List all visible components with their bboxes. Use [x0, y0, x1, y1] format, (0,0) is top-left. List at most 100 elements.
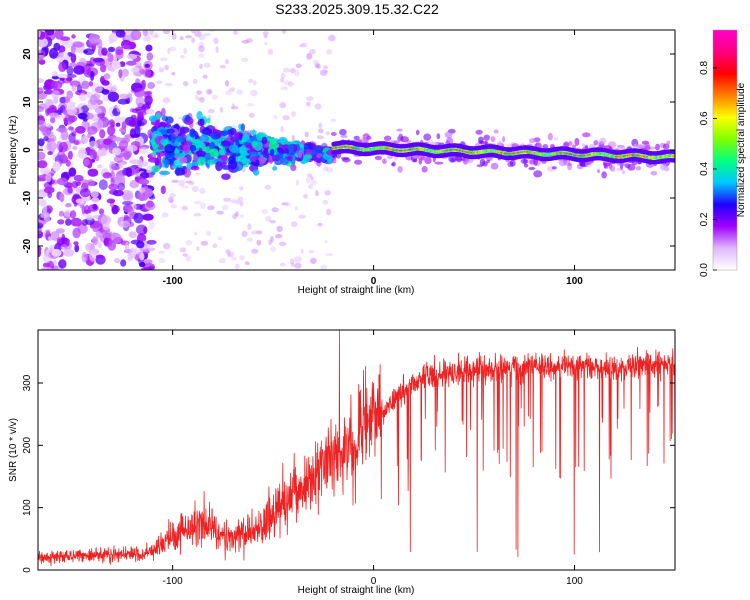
spectrogram-cell [50, 116, 56, 124]
spectrogram-cell [135, 96, 145, 107]
spectrogram-cell [38, 106, 44, 113]
spectrogram-cell [92, 236, 99, 246]
colorbar-tick-label: 0.8 [699, 61, 710, 75]
spectrogram-cell [148, 265, 155, 270]
spectrogram-cell [446, 137, 454, 145]
spectrogram-cell [221, 173, 231, 180]
spectrogram-cell [133, 212, 144, 224]
spectrogram-cell [436, 133, 441, 140]
spectrogram-cell [189, 144, 197, 152]
spectrogram-cell [269, 219, 277, 224]
spectrogram-cell [77, 223, 88, 234]
spectrogram-cell [72, 41, 85, 48]
spectrogram-cell [554, 137, 558, 141]
spectrogram-cell [81, 251, 88, 263]
spectrogram-cell [200, 240, 209, 246]
spectrogram-cell [475, 129, 483, 135]
spectrogram-cell [130, 66, 140, 73]
spectrogram-cell [330, 118, 336, 123]
spectrogram-cell [239, 186, 244, 191]
spectrogram-cell [130, 239, 142, 245]
spectrogram-cell [39, 166, 51, 175]
spectrogram-cell [118, 162, 124, 169]
spectrogram-cell [101, 80, 110, 86]
spectrogram-y-axis-label: Frequency (Hz) [8, 116, 19, 185]
spectrogram-cell [70, 210, 77, 219]
spectrogram-cell [305, 177, 310, 184]
spectrogram-cell [85, 112, 94, 120]
spectrogram-cell [195, 171, 201, 176]
colorbar-tick-label: 0.2 [699, 212, 710, 226]
spectrogram-cell [295, 63, 302, 69]
spectrogram-cell [250, 230, 259, 235]
spectrogram-cell [190, 165, 200, 171]
spectrogram-cell [43, 252, 51, 264]
spectrogram-cell [248, 78, 254, 84]
spectrogram-cell [248, 112, 255, 118]
spectrogram-cell [225, 59, 229, 65]
spectrogram-cell [69, 62, 77, 67]
spectrogram-cell [103, 73, 111, 80]
spectrogram-cell [51, 71, 58, 77]
spectrogram-cell [509, 159, 516, 167]
spectrogram-cell [183, 168, 191, 178]
spectrogram-cell [90, 190, 99, 198]
spectrogram-cell [298, 150, 303, 159]
spectrogram-cell [125, 97, 131, 105]
spectrogram-cell [185, 114, 191, 122]
spectrogram-cell [599, 137, 607, 145]
spectrogram-cell [166, 128, 175, 134]
spectrogram-cell [262, 31, 269, 36]
spectrogram-cell [100, 147, 107, 157]
spectrogram-cell [225, 90, 232, 96]
spectrogram-cell [81, 135, 89, 144]
spectrogram-cell [627, 163, 636, 171]
spectrogram-y-tick-label: 10 [22, 96, 33, 108]
spectrogram-cell [199, 134, 210, 143]
spectrogram-cell [83, 158, 90, 166]
spectrogram-cell [107, 91, 119, 103]
spectrogram-cell [230, 199, 238, 204]
spectrogram-cell [38, 248, 42, 258]
spectrogram-cell [253, 141, 263, 151]
spectrogram-cell [288, 143, 295, 153]
spectrogram-cell [256, 132, 264, 142]
spectrogram-cell [326, 49, 333, 55]
spectrogram-cell [77, 149, 88, 159]
spectrogram-cell [310, 176, 314, 181]
spectrogram-cell [318, 128, 324, 134]
spectrogram-cell [38, 151, 46, 160]
spectrogram-cell [57, 73, 68, 79]
spectrogram-cell [162, 97, 171, 104]
spectrogram-cell [423, 133, 432, 141]
spectrogram-cell [107, 125, 116, 136]
spectrogram-cell [68, 132, 76, 144]
spectrogram-cell [52, 161, 61, 172]
spectrogram-cell [672, 149, 675, 154]
spectrogram-cell [90, 70, 95, 82]
spectrogram-cell [66, 65, 74, 76]
spectrogram-cell [149, 30, 155, 36]
spectrogram-cell [270, 246, 277, 252]
spectrogram-cell [137, 120, 142, 127]
spectrogram-cell [103, 237, 109, 246]
spectrogram-cell [291, 111, 296, 117]
spectrogram-cell [287, 155, 293, 162]
spectrogram-cell [250, 89, 258, 97]
spectrogram-cell [100, 64, 107, 73]
spectrogram-cell [53, 42, 61, 51]
spectrogram-cell [87, 168, 99, 177]
spectrogram-cell [331, 157, 337, 164]
spectrogram-cell [251, 248, 259, 254]
spectrogram-cell [232, 213, 238, 220]
spectrogram-cell [45, 229, 51, 235]
spectrogram-cell [123, 214, 129, 220]
spectrogram-cell [150, 171, 156, 176]
spectrogram-cell [279, 101, 287, 108]
spectrogram-cell [314, 145, 322, 155]
spectrogram-cell [222, 153, 228, 163]
spectrogram-cell [38, 87, 44, 94]
spectrogram-cell [109, 32, 118, 43]
spectrogram-cell [181, 248, 186, 253]
spectrogram-cell [212, 243, 218, 248]
